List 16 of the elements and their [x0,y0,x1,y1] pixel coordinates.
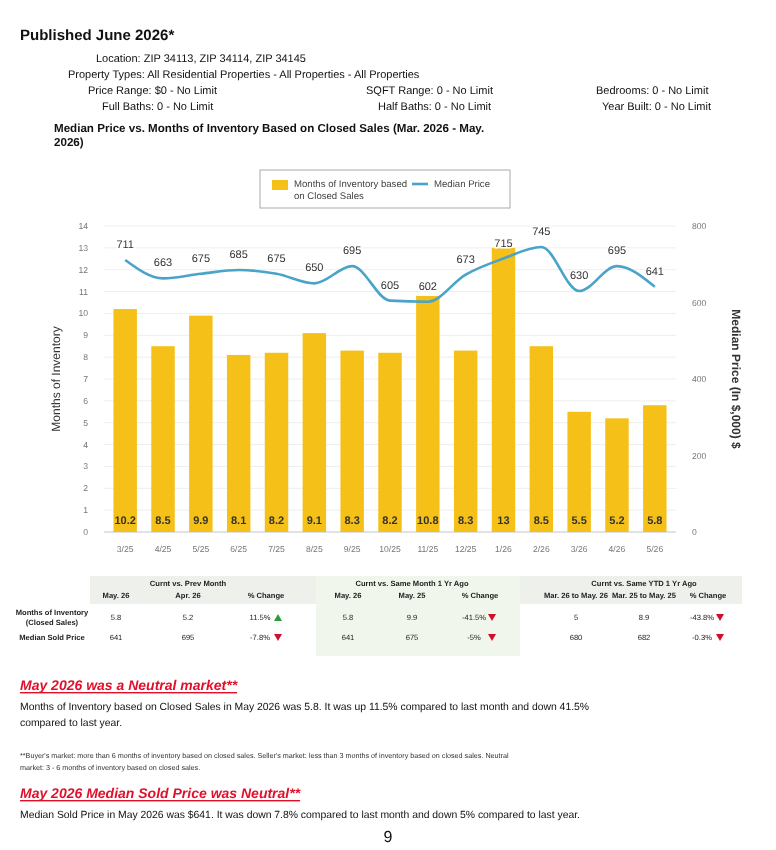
bar [189,315,213,532]
bar [491,247,516,532]
bar [529,346,554,532]
bar [605,418,629,532]
bar [378,352,402,532]
bar [302,333,327,532]
bar [416,295,440,532]
bar [643,405,667,532]
bar [340,350,364,532]
bar [113,309,137,532]
bar [567,411,591,532]
text: 9 [383,828,394,846]
bar [151,346,175,532]
bar [226,354,251,532]
bar [264,352,289,532]
bar [453,350,478,532]
